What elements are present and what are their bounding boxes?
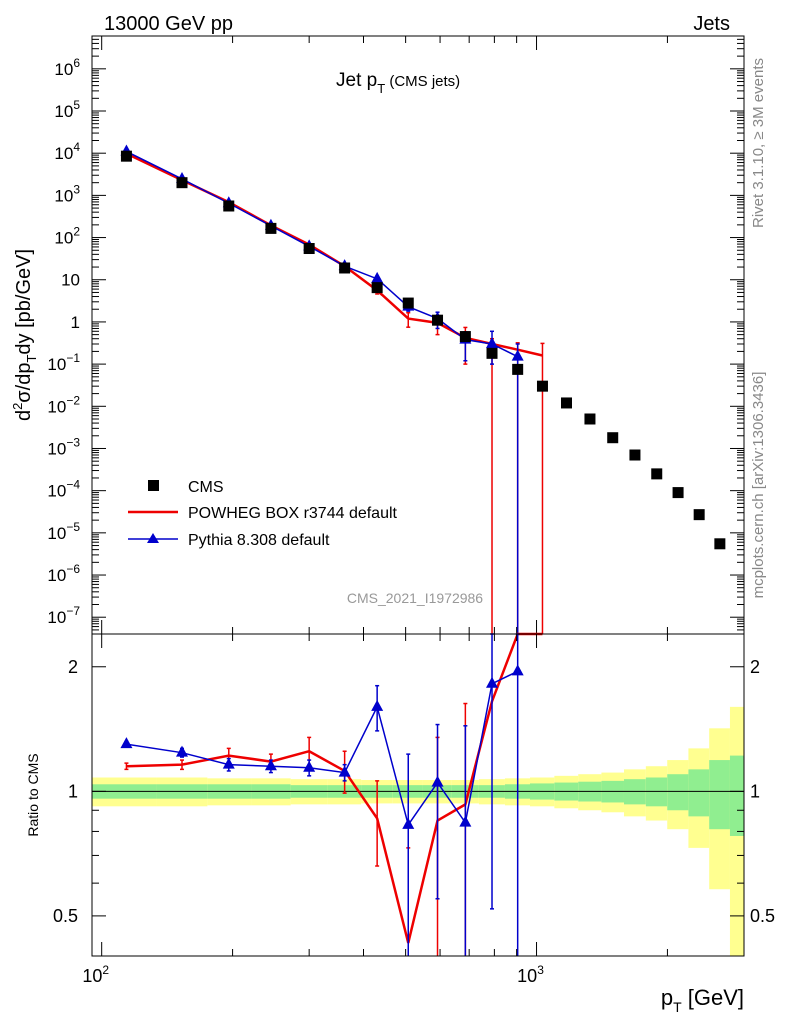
main-point-cms <box>512 363 524 375</box>
ratio-ytick-label-right: 1 <box>750 781 760 801</box>
main-point-cms <box>486 347 498 359</box>
main-point-cms <box>561 397 573 409</box>
main-ytick-label: 10−4 <box>47 478 80 501</box>
ratio-point-pythia-8-308-default <box>511 664 524 676</box>
legend-label-powheg: POWHEG BOX r3744 default <box>188 505 398 522</box>
main-panel: 10−7 10−6 10−5 10−4 10−3 10−2 10−1 1 10 102 103 104… <box>10 35 745 635</box>
analysis-group-label: Jets <box>693 13 730 35</box>
band-inner-segment <box>709 760 730 830</box>
main-point-cms <box>629 449 641 461</box>
ratio-point-pythia-8-308-default <box>303 760 316 772</box>
main-point-cms <box>265 222 277 234</box>
main-point-pythia-8-308-default <box>511 349 524 361</box>
ratio-panel: 0.5 0.5 1 1 2 2 102 103 Ratio to CMS pT [GeV] <box>25 632 775 1015</box>
ratio-point-pythia-8-308-default <box>120 737 133 749</box>
main-point-cms <box>714 538 726 550</box>
ratio-tick-layer <box>92 634 745 956</box>
main-point-pythia-8-308-default <box>371 271 384 283</box>
ratio-ytick-label-left: 1 <box>68 781 78 801</box>
main-ytick-label: 10 <box>61 271 80 290</box>
main-ytick-label: 10−3 <box>47 435 80 458</box>
main-series-layer <box>120 144 726 634</box>
main-point-cms <box>371 282 383 294</box>
main-point-cms <box>651 468 663 480</box>
main-point-cms <box>303 243 315 255</box>
ratio-point-pythia-8-308-default <box>402 817 415 829</box>
main-ytick-label: 10−7 <box>47 604 80 627</box>
rivet-label: Rivet 3.1.10, ≥ 3M events <box>750 58 767 228</box>
main-ytick-label: 106 <box>54 56 80 79</box>
ratio-ytick-label-left: 0.5 <box>53 906 78 926</box>
mcplots-label: mcplots.cern.ch [arXiv:1306.3436] <box>750 372 767 599</box>
main-point-cms <box>176 177 188 189</box>
ratio-line-pythia-8-308-default <box>126 670 519 827</box>
main-point-cms <box>536 380 548 392</box>
main-ytick-label: 104 <box>54 140 80 163</box>
ratio-uncertainty-bands <box>92 706 744 956</box>
band-inner-segment <box>729 755 744 836</box>
main-point-cms <box>432 314 444 326</box>
main-ytick-label: 105 <box>54 98 80 121</box>
ratio-point-pythia-8-308-default <box>264 759 277 771</box>
main-ytick-label: 1 <box>71 313 80 332</box>
main-ytick-label: 10−6 <box>47 562 80 585</box>
main-point-cms <box>459 331 471 343</box>
ratio-ytick-label-right: 0.5 <box>750 906 775 926</box>
xtick-label: 102 <box>82 963 109 986</box>
main-ytick-label: 10−5 <box>47 520 80 543</box>
main-ytick-labels: 10−7 10−6 10−5 10−4 10−3 10−2 10−1 1 10 102 103 104… <box>47 56 80 627</box>
band-inner-segment <box>645 777 668 807</box>
ratio-point-pythia-8-308-default <box>371 699 384 711</box>
beam-label: 13000 GeV pp <box>104 13 233 35</box>
ratio-ytick-label-left: 2 <box>68 657 78 677</box>
legend-label-cms: CMS <box>188 479 224 496</box>
ratio-ylabel: Ratio to CMS <box>25 753 41 836</box>
main-ytick-label: 10−2 <box>47 393 80 416</box>
xtick-labels: 102 103 <box>82 963 544 986</box>
ratio-point-pythia-8-308-default <box>222 757 235 769</box>
analysis-watermark: CMS_2021_I1972986 <box>347 590 483 606</box>
legend-label-pythia: Pythia 8.308 default <box>188 532 330 549</box>
band-inner-segment <box>688 769 710 817</box>
ratio-point-pythia-8-308-default <box>431 775 444 787</box>
main-point-cms <box>607 432 619 444</box>
main-point-cms <box>223 200 235 212</box>
legend: CMS POWHEG BOX r3744 default Pythia 8.30… <box>128 479 398 549</box>
ratio-point-pythia-8-308-default <box>459 815 472 827</box>
main-point-pythia-8-308-default <box>486 336 499 348</box>
main-ytick-label: 102 <box>54 225 80 248</box>
main-ylabel: d2σ/dpTdy [pb/GeV] <box>10 249 39 421</box>
main-line-powheg-box-r3744-default <box>125 152 543 357</box>
plot-title: Jet pT (CMS jets) <box>336 70 460 96</box>
main-point-cms <box>584 413 596 425</box>
main-tick-layer <box>92 35 745 635</box>
main-point-cms <box>120 150 132 162</box>
main-point-cms <box>693 509 705 521</box>
legend-marker-cms <box>148 480 159 491</box>
main-ytick-label: 103 <box>54 182 80 205</box>
ratio-point-pythia-8-308-default <box>175 745 188 757</box>
main-point-cms <box>339 262 351 274</box>
xlabel: pT [GeV] <box>661 985 744 1015</box>
band-inner-segment <box>667 774 689 811</box>
ratio-frame <box>91 633 745 957</box>
main-point-cms <box>402 297 414 309</box>
ratio-point-pythia-8-308-default <box>486 676 499 688</box>
ratio-series-layer <box>120 632 543 956</box>
ratio-ytick-label-right: 2 <box>750 657 760 677</box>
main-ytick-label: 10−1 <box>47 351 80 374</box>
xtick-label: 103 <box>517 963 544 986</box>
ratio-point-pythia-8-308-default <box>338 765 351 777</box>
main-point-cms <box>672 487 684 499</box>
ratio-ytick-labels: 0.5 0.5 1 1 2 2 <box>53 657 775 926</box>
legend-marker-pythia <box>147 533 159 543</box>
